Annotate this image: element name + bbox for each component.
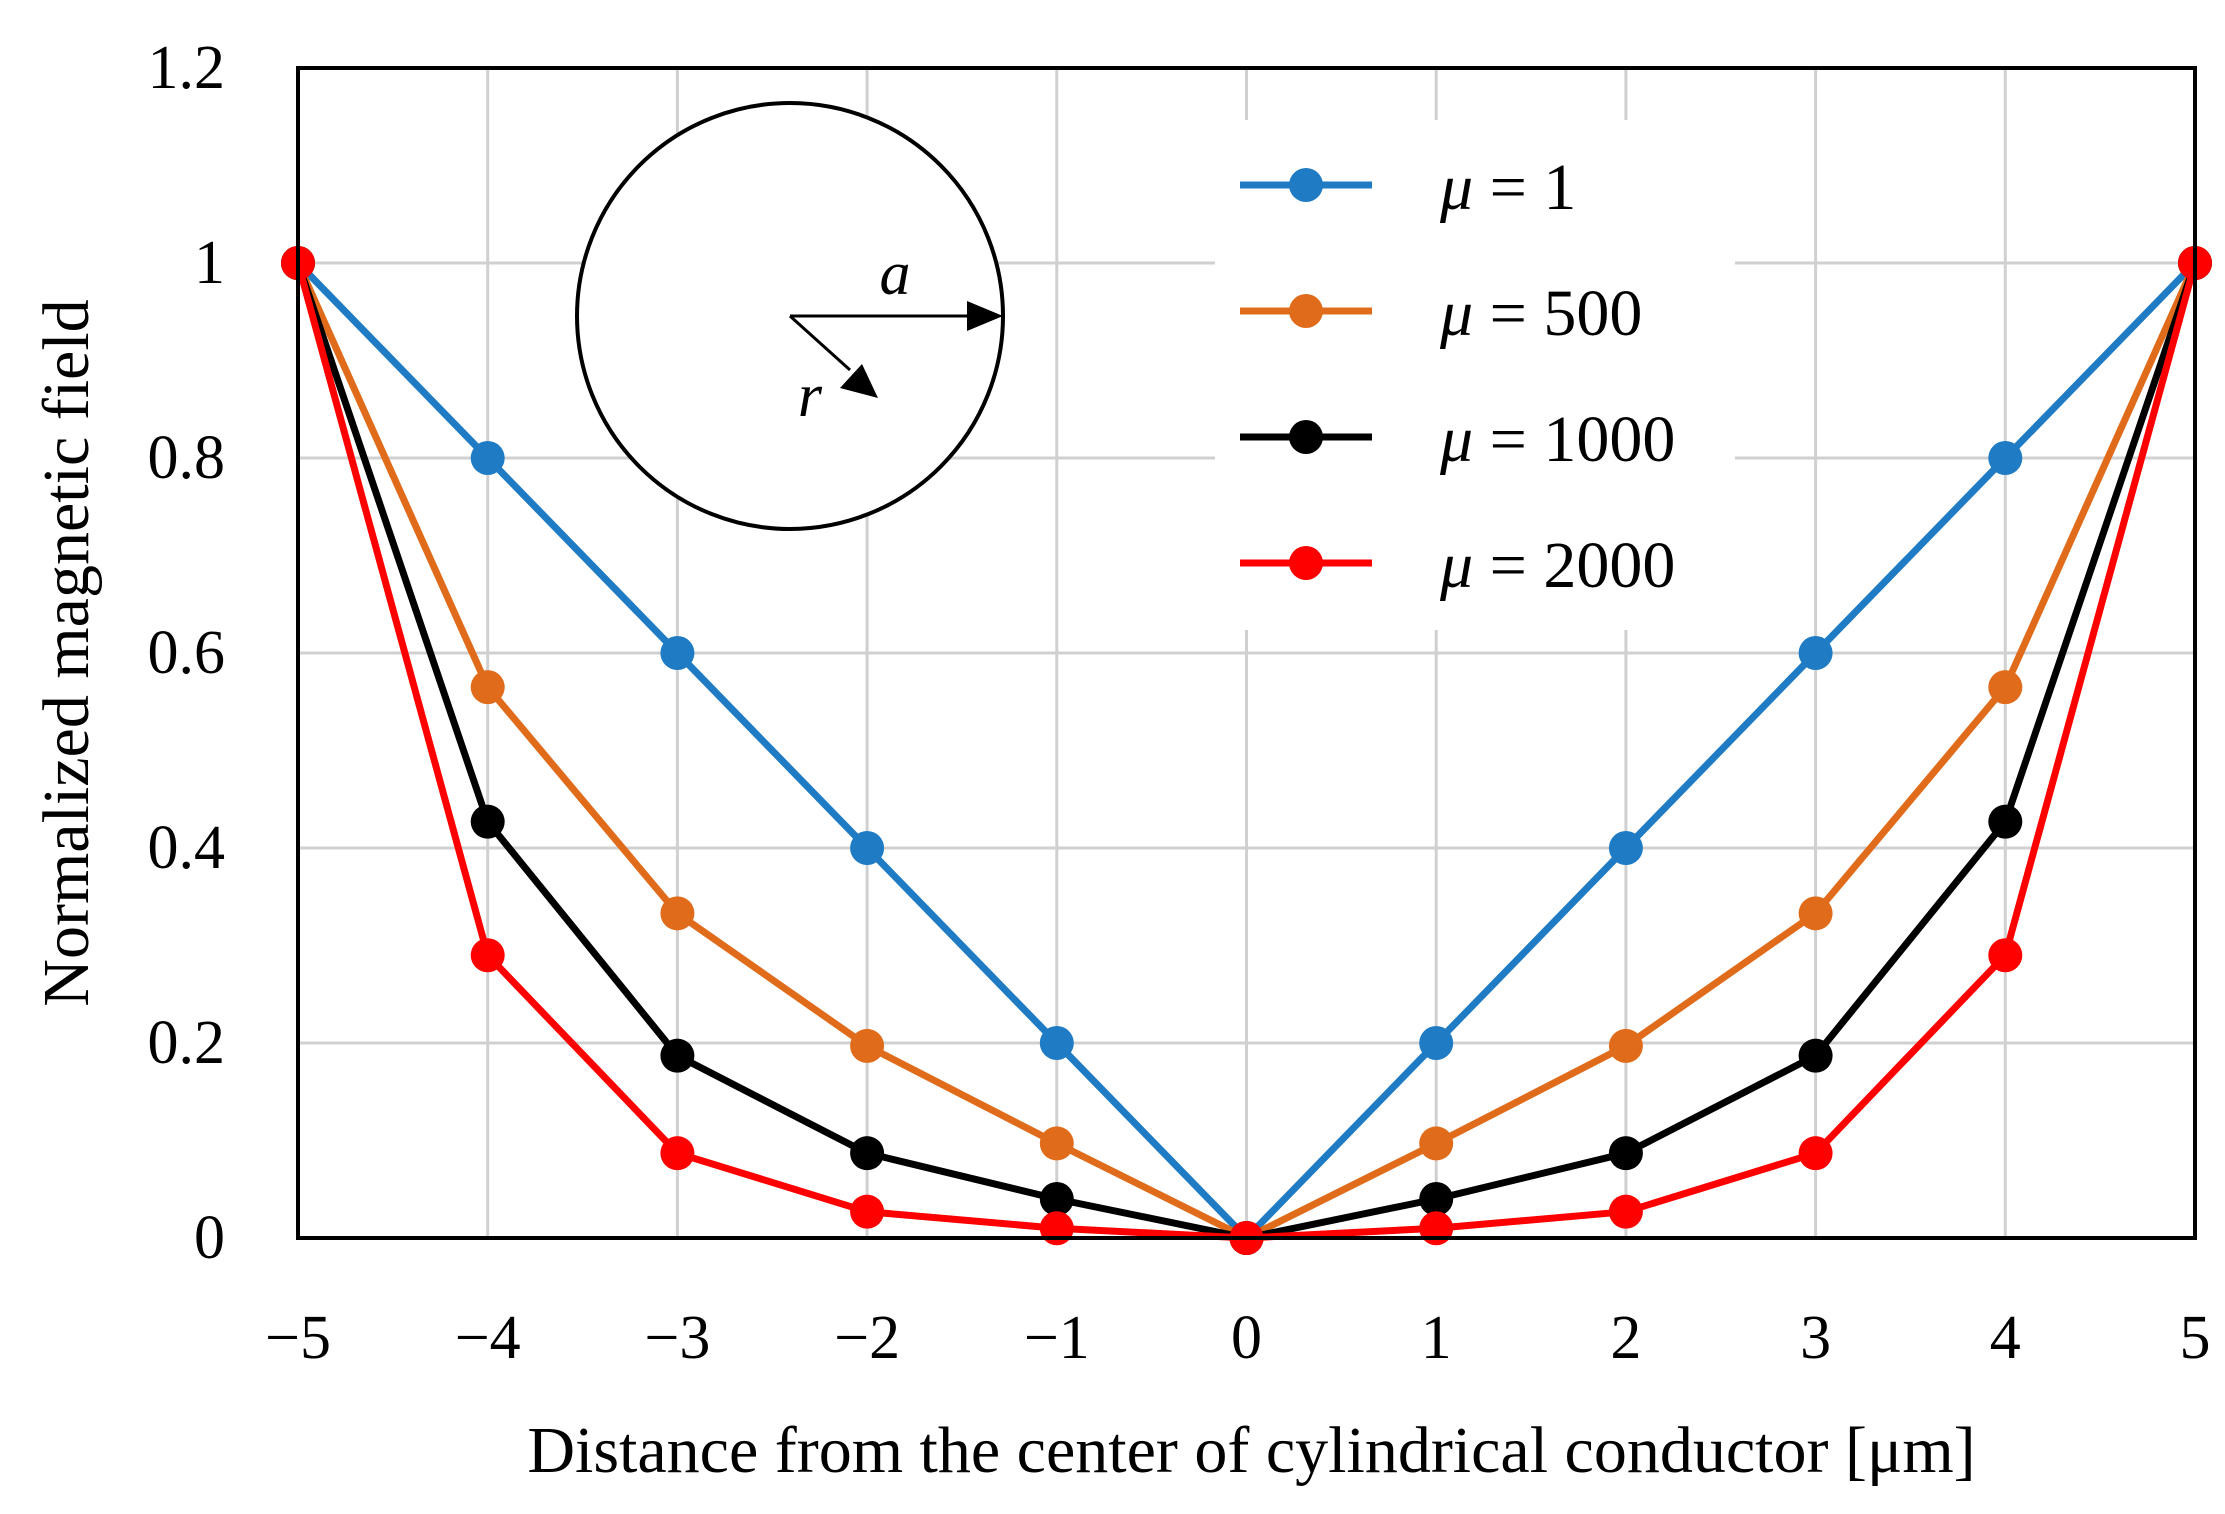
legend-item-2: μ = 1000	[1240, 403, 1675, 476]
data-point	[1988, 804, 2023, 839]
data-point	[660, 1038, 695, 1073]
data-point	[850, 831, 885, 865]
x-tick-label: −2	[834, 1304, 900, 1372]
data-point	[1988, 938, 2023, 973]
data-point	[470, 670, 505, 705]
legend-label: μ = 500	[1439, 277, 1642, 350]
x-tick-label: 2	[1610, 1304, 1641, 1372]
legend-label: μ = 1000	[1439, 403, 1675, 476]
y-tick-label: 0.4	[148, 814, 226, 882]
inset-diagram: ar	[575, 101, 1005, 531]
position-r-arrow-line	[788, 314, 852, 372]
legend-item-0: μ = 1	[1240, 151, 1576, 224]
data-point	[1608, 831, 1643, 865]
data-point	[1039, 1026, 1074, 1060]
x-tick-label: −1	[1024, 1304, 1090, 1372]
data-point	[1419, 1182, 1454, 1216]
position-r-arrowhead	[840, 364, 878, 398]
data-point	[660, 1136, 695, 1171]
legend-value: = 1	[1473, 151, 1576, 224]
data-point	[1039, 1182, 1074, 1216]
data-point	[1419, 1126, 1454, 1161]
legend-marker	[1289, 294, 1323, 328]
legend-value: = 500	[1473, 277, 1642, 350]
y-tick-label: 1	[194, 229, 225, 297]
data-point	[850, 1136, 885, 1171]
x-tick-label: 5	[2180, 1304, 2211, 1372]
data-point	[850, 1028, 885, 1063]
legend-item-3: μ = 2000	[1240, 529, 1675, 602]
x-tick-label: 4	[1990, 1304, 2021, 1372]
legend-marker	[1289, 546, 1323, 580]
data-point	[1419, 1026, 1454, 1060]
x-tick-label: 1	[1421, 1304, 1452, 1372]
y-tick-label: 0.6	[148, 619, 226, 687]
y-tick-label: 0.8	[148, 424, 226, 492]
x-tick-label: 0	[1231, 1304, 1262, 1372]
legend-value: = 2000	[1473, 529, 1675, 602]
plot-frame	[296, 66, 2197, 1240]
radius-a-label: a	[880, 240, 911, 308]
x-tick-label: −5	[265, 1304, 331, 1372]
x-axis-label: Distance from the center of cylindrical …	[527, 1414, 1975, 1487]
legend-item-1: μ = 500	[1240, 277, 1642, 350]
legend-symbol: μ	[1439, 403, 1473, 476]
axes: −5 −4 −3 −2 −1 0 1 2 3 4 5 0 0.2 0.4 0.6 0.8 1 1.2 Distanc…	[30, 34, 2211, 1487]
data-point	[1798, 896, 1833, 931]
legend-marker	[1289, 420, 1323, 454]
data-point	[1798, 636, 1833, 670]
legend-label: μ = 2000	[1439, 529, 1675, 602]
legend-symbol: μ	[1439, 277, 1473, 350]
data-point	[1798, 1136, 1833, 1171]
y-tick-label: 0	[194, 1204, 225, 1272]
x-tick-label: 3	[1800, 1304, 1831, 1372]
x-tick-label: −4	[455, 1304, 521, 1372]
radius-a-arrowhead	[967, 301, 1003, 331]
data-point	[1988, 670, 2023, 705]
data-point	[1608, 1028, 1643, 1063]
data-point	[470, 441, 505, 475]
data-point	[1039, 1126, 1074, 1161]
y-tick-label: 0.2	[148, 1009, 226, 1077]
data-point	[1988, 441, 2023, 475]
legend-box	[1215, 120, 1735, 630]
data-point	[1608, 1194, 1643, 1229]
data-point	[470, 938, 505, 973]
data-point	[470, 804, 505, 839]
data-point	[1608, 1136, 1643, 1171]
y-axis-label: Normalized magnetic field	[30, 299, 103, 1006]
legend-marker	[1289, 168, 1323, 202]
data-point	[850, 1194, 885, 1229]
legend-value: = 1000	[1473, 403, 1675, 476]
legend-symbol: μ	[1439, 529, 1473, 602]
legend-symbol: μ	[1439, 151, 1473, 224]
x-tick-label: −3	[644, 1304, 710, 1372]
data-point	[1798, 1038, 1833, 1073]
data-point	[1039, 1211, 1074, 1246]
position-r-label: r	[798, 362, 823, 430]
data-point	[660, 896, 695, 931]
data-point	[660, 636, 695, 670]
data-point	[1419, 1211, 1454, 1246]
y-tick-label: 1.2	[148, 34, 226, 102]
legend-label: μ = 1	[1439, 151, 1576, 224]
